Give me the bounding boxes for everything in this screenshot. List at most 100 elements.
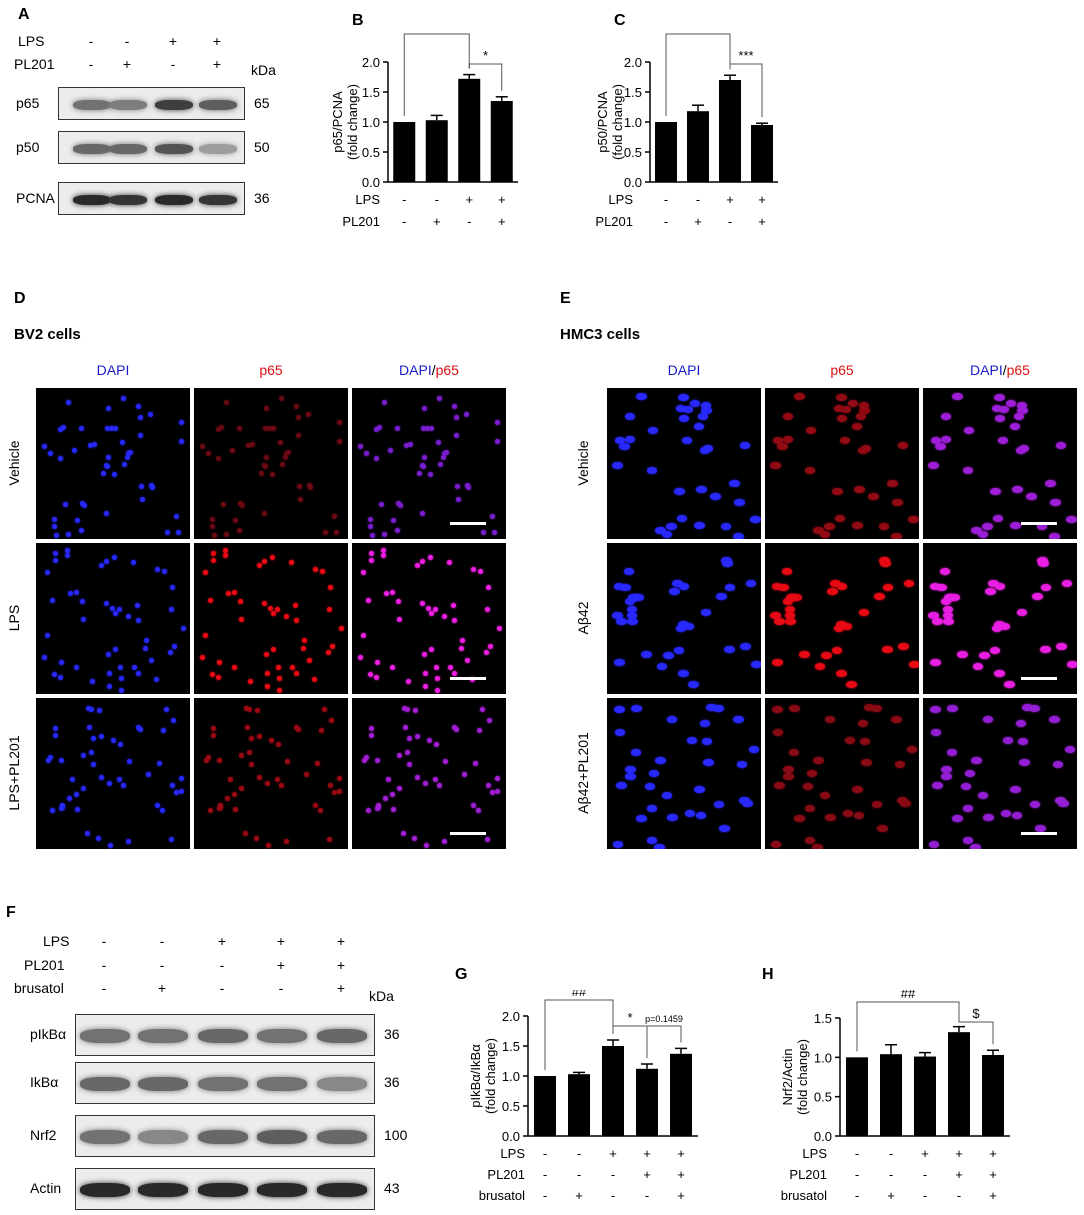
cell-nucleus (614, 706, 625, 714)
cell-nucleus (846, 680, 857, 688)
panel-f-kda-label: kDa (369, 988, 394, 1004)
blot-band (198, 1183, 248, 1197)
cell-nucleus (106, 781, 112, 787)
factor-label: LPS (802, 1146, 827, 1161)
cell-nucleus (453, 432, 459, 438)
cell-nucleus (990, 487, 1001, 495)
cell-nucleus (248, 735, 254, 741)
scale-bar (1021, 832, 1057, 835)
cell-nucleus (625, 772, 636, 780)
cell-nucleus (443, 758, 449, 764)
cell-nucleus (45, 632, 51, 638)
cell-nucleus (223, 553, 229, 559)
cell-nucleus (661, 791, 673, 799)
cell-nucleus (176, 529, 182, 535)
cell-nucleus (118, 675, 124, 681)
cell-nucleus (106, 652, 111, 658)
cell-nucleus (497, 626, 503, 632)
micrograph-row-label: Aβ42 (575, 601, 591, 634)
micrograph-image (765, 698, 919, 849)
cell-nucleus (857, 719, 869, 727)
cell-nucleus (99, 734, 105, 740)
cell-nucleus (630, 748, 642, 756)
cell-nucleus (110, 738, 116, 744)
cell-nucleus (750, 516, 761, 524)
pl201-sign: - (170, 56, 176, 72)
cell-nucleus (374, 455, 380, 461)
cell-nucleus (134, 603, 140, 609)
cell-nucleus (490, 514, 496, 520)
panel-g-label: G (455, 966, 468, 983)
cell-nucleus (844, 736, 856, 744)
cell-nucleus (368, 550, 374, 556)
cell-nucleus (249, 442, 255, 448)
cell-nucleus (433, 607, 439, 613)
cell-nucleus (75, 517, 81, 523)
cell-nucleus (396, 752, 402, 758)
factor-level: + (498, 214, 506, 229)
factor-level: + (955, 1146, 963, 1161)
cell-nucleus (263, 425, 269, 431)
cell-nucleus (946, 748, 958, 756)
pl201-sign: - (159, 957, 165, 973)
cell-nucleus (174, 514, 180, 520)
cell-nucleus (405, 750, 411, 756)
cell-nucleus (374, 674, 380, 680)
cell-nucleus (200, 654, 206, 660)
cell-nucleus (484, 836, 490, 842)
cell-nucleus (90, 761, 96, 767)
cell-nucleus (368, 516, 374, 522)
micrograph-image (194, 543, 348, 694)
cell-nucleus (320, 568, 326, 574)
cell-nucleus (616, 618, 627, 626)
cell-nucleus (178, 419, 184, 425)
cell-nucleus (292, 603, 298, 609)
y-tick-label: 2.0 (502, 1009, 520, 1024)
blot-band (155, 194, 193, 205)
cell-nucleus (169, 783, 175, 789)
cell-nucleus (81, 503, 87, 509)
cell-nucleus (777, 442, 788, 450)
cell-nucleus (720, 523, 732, 531)
cell-nucleus (326, 649, 332, 655)
cell-nucleus (436, 396, 442, 402)
bar (719, 80, 741, 182)
cell-nucleus (168, 606, 174, 612)
cell-nucleus (421, 454, 427, 460)
cell-nucleus (612, 611, 623, 619)
y-tick-label: 1.5 (624, 85, 642, 100)
cell-nucleus (443, 449, 449, 455)
cell-nucleus (785, 617, 796, 625)
cell-nucleus (874, 593, 885, 601)
cell-nucleus (1058, 800, 1069, 808)
cell-nucleus (1029, 800, 1041, 808)
cell-nucleus (412, 836, 418, 842)
factor-level: + (887, 1188, 895, 1203)
cell-nucleus (1040, 584, 1051, 592)
cell-nucleus (770, 840, 782, 848)
y-tick-label: 1.5 (814, 1011, 832, 1026)
cell-nucleus (772, 706, 783, 714)
cell-nucleus (104, 511, 110, 517)
cell-nucleus (684, 809, 696, 817)
cell-nucleus (403, 443, 409, 449)
cell-nucleus (368, 672, 374, 678)
y-axis-label-line2: (fold change) (610, 84, 625, 160)
bar (670, 1053, 692, 1136)
cell-nucleus (337, 775, 343, 781)
cell-nucleus (262, 601, 268, 607)
cell-nucleus (854, 486, 865, 494)
cell-nucleus (998, 406, 1010, 414)
cell-nucleus (233, 517, 239, 523)
factor-level: + (989, 1146, 997, 1161)
cell-nucleus (390, 791, 396, 797)
panel-e-label: E (560, 290, 571, 307)
cell-nucleus (713, 800, 725, 808)
factor-level: - (889, 1167, 893, 1182)
cell-nucleus (135, 724, 141, 730)
blot-band (257, 1130, 307, 1144)
micrograph-image (607, 543, 761, 694)
cell-nucleus (99, 563, 105, 569)
cell-nucleus (132, 664, 138, 670)
cell-nucleus (614, 728, 626, 736)
